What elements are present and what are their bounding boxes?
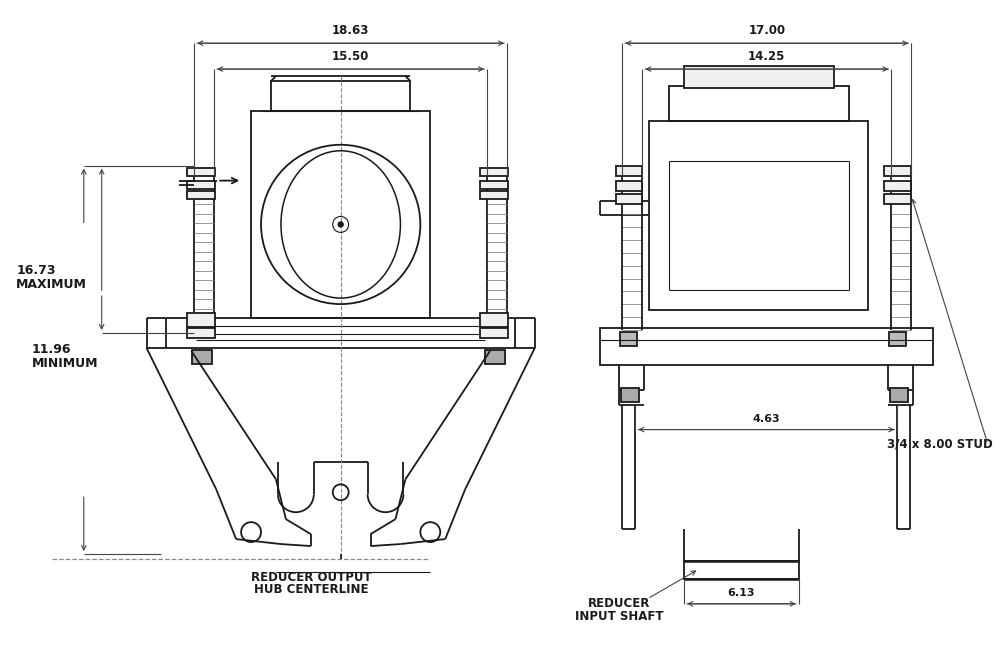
Circle shape — [338, 222, 343, 227]
Bar — [890, 388, 908, 402]
Text: 3/4 x 8.00 STUD: 3/4 x 8.00 STUD — [887, 438, 993, 451]
Text: 17.00: 17.00 — [749, 24, 786, 37]
Bar — [485, 350, 505, 364]
Bar — [187, 181, 215, 188]
Text: HUB CENTERLINE: HUB CENTERLINE — [253, 583, 368, 596]
Bar — [884, 194, 911, 203]
Bar — [187, 313, 215, 327]
Text: INPUT SHAFT: INPUT SHAFT — [576, 610, 664, 623]
Bar — [884, 166, 911, 176]
Text: MINIMUM: MINIMUM — [32, 358, 98, 370]
Bar — [600, 328, 933, 365]
Bar — [884, 181, 911, 190]
Text: 18.63: 18.63 — [332, 24, 369, 37]
Bar — [480, 313, 508, 327]
Text: 6.13: 6.13 — [728, 588, 755, 598]
Bar — [650, 121, 869, 310]
Text: 16.73: 16.73 — [16, 264, 56, 277]
Bar — [187, 168, 215, 176]
Bar — [685, 66, 834, 88]
Bar — [480, 190, 508, 198]
Bar — [251, 111, 430, 318]
Bar — [187, 190, 215, 198]
Bar — [685, 561, 799, 579]
Bar — [271, 81, 410, 111]
Text: REDUCER: REDUCER — [589, 597, 651, 610]
Bar — [616, 181, 643, 190]
Bar — [670, 86, 849, 121]
Bar — [480, 168, 508, 176]
Text: MAXIMUM: MAXIMUM — [16, 278, 87, 291]
Text: 14.25: 14.25 — [748, 50, 786, 63]
Bar — [480, 328, 508, 338]
Bar — [192, 350, 212, 364]
Bar — [622, 388, 640, 402]
Text: 4.63: 4.63 — [753, 413, 780, 424]
Text: 11.96: 11.96 — [32, 343, 71, 356]
Text: 15.50: 15.50 — [332, 50, 369, 63]
Bar — [187, 328, 215, 338]
Bar — [616, 194, 643, 203]
Bar — [480, 181, 508, 188]
Bar — [889, 332, 906, 346]
Bar — [621, 332, 638, 346]
Bar — [616, 166, 643, 176]
Text: REDUCER OUTPUT: REDUCER OUTPUT — [250, 571, 371, 584]
